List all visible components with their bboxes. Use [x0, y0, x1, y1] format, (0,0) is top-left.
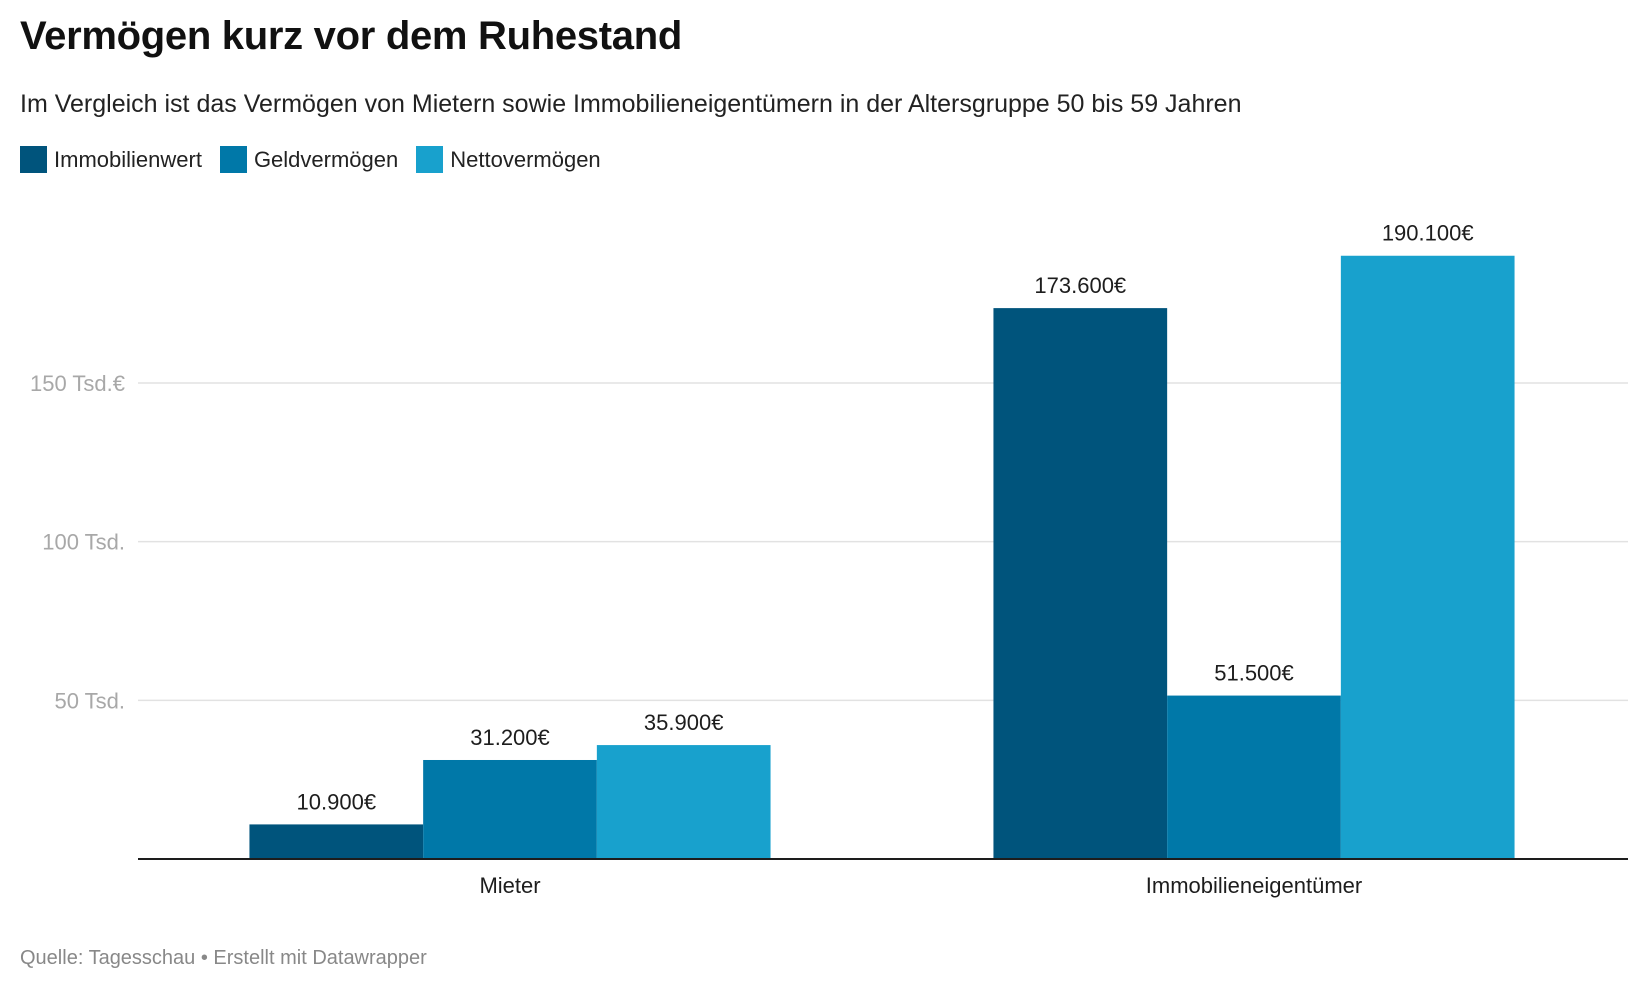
bar-immobilienwert-immobilieneigentuemer — [993, 308, 1168, 859]
legend-swatch-nettovermoegen — [416, 146, 444, 173]
legend-item-immobilienwert: Immobilienwert — [20, 146, 202, 173]
value-label-nettovermoegen-mieter: 35.900€ — [644, 710, 724, 735]
bar-nettovermoegen-mieter — [596, 745, 771, 859]
source-footer: Quelle: Tagesschau • Erstellt mit Datawr… — [20, 947, 427, 969]
bar-geldvermoegen-mieter — [423, 759, 597, 859]
x-tick-label-mieter: Mieter — [479, 873, 540, 898]
x-tick-label-immobilieneigentuemer: Immobilieneigentümer — [1146, 873, 1362, 898]
legend: Immobilienwert Geldvermögen Nettovermöge… — [20, 146, 619, 173]
value-label-nettovermoegen-immobilieneigentuemer: 190.100€ — [1382, 221, 1474, 246]
legend-label-nettovermoegen: Nettovermögen — [450, 146, 601, 172]
legend-label-geldvermoegen: Geldvermögen — [253, 146, 399, 172]
value-label-immobilienwert-mieter: 10.900€ — [297, 789, 377, 814]
bar-immobilienwert-mieter — [249, 824, 424, 859]
legend-swatch-immobilienwert — [20, 146, 47, 173]
chart-title: Vermögen kurz vor dem Ruhestand — [20, 14, 682, 58]
bar-geldvermoegen-immobilieneigentuemer — [1167, 695, 1341, 859]
legend-item-nettovermoegen: Nettovermögen — [416, 146, 601, 173]
value-label-immobilienwert-immobilieneigentuemer: 173.600€ — [1034, 273, 1126, 298]
legend-item-geldvermoegen: Geldvermögen — [219, 146, 399, 173]
value-label-geldvermoegen-mieter: 31.200€ — [470, 725, 550, 750]
chart-subtitle: Im Vergleich ist das Vermögen von Mieter… — [20, 90, 1242, 118]
value-label-geldvermoegen-immobilieneigentuemer: 51.500€ — [1214, 661, 1294, 686]
legend-swatch-geldvermoegen — [219, 146, 247, 173]
legend-label-immobilienwert: Immobilienwert — [54, 146, 202, 172]
y-tick-label-50-tsd: 50 Tsd. — [54, 688, 125, 713]
y-tick-label-150-tsd: 150 Tsd.€ — [30, 371, 125, 396]
y-tick-label-100-tsd: 100 Tsd. — [42, 530, 125, 555]
bar-nettovermoegen-immobilieneigentuemer — [1340, 255, 1515, 859]
